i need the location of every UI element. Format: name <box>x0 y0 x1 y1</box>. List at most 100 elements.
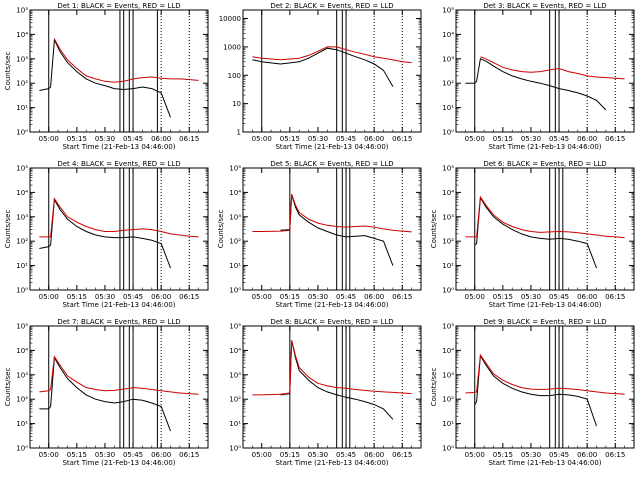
x-axis-label: Start Time (21-Feb-13 04:46:00) <box>488 143 601 151</box>
y-tick-label: 10⁰ <box>16 129 28 137</box>
y-tick-label: 10¹ <box>16 420 28 428</box>
detector-panel-8: 10⁰ 10¹ 10² 10³ 10⁴ 10⁵ 05:00 05:15 05:30 05:45 06… <box>229 318 422 467</box>
y-tick-label: 10⁵ <box>16 7 28 15</box>
panel-title: Det 2: BLACK = Events, RED = LLD <box>270 2 393 10</box>
x-axis-label: Start Time (21-Feb-13 04:46:00) <box>62 459 175 467</box>
x-tick-label: 05:30 <box>308 451 328 459</box>
y-tick-label: 100 <box>228 72 241 80</box>
series-line-events <box>252 47 394 87</box>
x-axis-label: Start Time (21-Feb-13 04:46:00) <box>488 301 601 309</box>
series-line-lld <box>252 340 412 396</box>
series-line-lld <box>252 46 412 64</box>
detector-panel-9: 10⁰ 10¹ 10² 10³ 10⁴ 10⁵ 05:00 05:15 05:30 05:45 06… <box>430 318 635 467</box>
y-tick-label: 10⁵ <box>229 323 241 331</box>
x-tick-label: 06:00 <box>577 293 597 301</box>
x-axis-label: Start Time (21-Feb-13 04:46:00) <box>275 459 388 467</box>
plot-frame <box>455 325 635 449</box>
series-line-events <box>465 58 607 111</box>
y-tick-label: 10⁰ <box>442 129 454 137</box>
detector-panel-1: 10⁰ 10¹ 10² 10³ 10⁴ 10⁵ 05:00 05:15 05:30 05:45 06… <box>4 2 209 151</box>
x-tick-label: 05:15 <box>493 293 513 301</box>
panel-title: Det 3: BLACK = Events, RED = LLD <box>483 2 606 10</box>
plot-frame <box>29 167 209 291</box>
y-tick-label: 10⁴ <box>16 347 28 355</box>
x-tick-label: 06:00 <box>577 135 597 143</box>
x-tick-label: 05:30 <box>308 293 328 301</box>
panel-title: Det 6: BLACK = Events, RED = LLD <box>483 160 606 168</box>
x-tick-label: 05:15 <box>67 135 87 143</box>
x-tick-label: 05:45 <box>123 135 143 143</box>
panel-title: Det 5: BLACK = Events, RED = LLD <box>270 160 393 168</box>
x-tick-label: 06:15 <box>179 451 199 459</box>
x-tick-label: 05:00 <box>39 135 59 143</box>
y-tick-label: 10² <box>442 396 454 404</box>
x-tick-label: 05:15 <box>280 293 300 301</box>
y-tick-label: 10¹ <box>229 262 241 270</box>
plot-frame <box>242 9 422 133</box>
y-tick-label: 10¹ <box>442 262 454 270</box>
plot-frame <box>29 325 209 449</box>
x-tick-label: 06:00 <box>364 451 384 459</box>
plot-frame <box>29 9 209 133</box>
y-tick-label: 10² <box>16 396 28 404</box>
y-axis-label: Counts/sec <box>430 210 438 249</box>
detector-panel-2: 1 10 100 1000 10000 05:00 05:15 05:30 05:45 06:00… <box>219 2 422 151</box>
x-tick-label: 06:15 <box>605 451 625 459</box>
y-tick-label: 10⁰ <box>229 287 241 295</box>
x-tick-label: 05:15 <box>67 451 87 459</box>
x-tick-label: 05:30 <box>95 135 115 143</box>
x-tick-label: 05:15 <box>493 135 513 143</box>
x-axis-label: Start Time (21-Feb-13 04:46:00) <box>62 301 175 309</box>
y-tick-label: 10⁴ <box>229 189 241 197</box>
y-tick-label: 10² <box>16 80 28 88</box>
y-tick-label: 10⁵ <box>442 323 454 331</box>
x-tick-label: 05:45 <box>336 135 356 143</box>
x-tick-label: 05:45 <box>336 451 356 459</box>
x-axis-label: Start Time (21-Feb-13 04:46:00) <box>488 459 601 467</box>
x-tick-label: 05:00 <box>252 451 272 459</box>
y-axis-label: Counts/sec <box>4 52 12 91</box>
y-tick-label: 10⁰ <box>442 445 454 453</box>
series-line-lld <box>39 355 199 395</box>
y-tick-label: 10⁴ <box>229 347 241 355</box>
series-line-events <box>474 354 597 427</box>
x-tick-label: 05:15 <box>67 293 87 301</box>
y-tick-label: 1 <box>237 129 241 137</box>
panel-title: Det 9: BLACK = Events, RED = LLD <box>483 318 606 326</box>
x-tick-label: 05:45 <box>549 293 569 301</box>
x-tick-label: 05:00 <box>252 293 272 301</box>
x-tick-label: 05:15 <box>280 135 300 143</box>
y-tick-label: 10³ <box>16 371 28 379</box>
y-tick-label: 10² <box>229 238 241 246</box>
series-line-events <box>39 356 171 432</box>
panel-title: Det 8: BLACK = Events, RED = LLD <box>270 318 393 326</box>
x-tick-label: 06:00 <box>577 451 597 459</box>
y-tick-label: 10³ <box>442 371 454 379</box>
x-axis-label: Start Time (21-Feb-13 04:46:00) <box>275 143 388 151</box>
series-line-lld <box>252 193 412 233</box>
x-tick-label: 06:00 <box>151 293 171 301</box>
x-tick-label: 06:00 <box>151 135 171 143</box>
y-tick-label: 10³ <box>16 55 28 63</box>
y-tick-label: 10³ <box>16 213 28 221</box>
series-line-lld <box>39 197 199 238</box>
x-axis-label: Start Time (21-Feb-13 04:46:00) <box>62 143 175 151</box>
y-tick-label: 10³ <box>229 371 241 379</box>
series-line-events <box>474 196 597 269</box>
y-tick-label: 10¹ <box>16 262 28 270</box>
x-tick-label: 05:30 <box>95 293 115 301</box>
x-tick-label: 05:30 <box>521 293 541 301</box>
plot-frame <box>455 167 635 291</box>
y-tick-label: 10¹ <box>442 420 454 428</box>
x-tick-label: 05:30 <box>521 135 541 143</box>
plot-frame <box>242 325 422 449</box>
x-tick-label: 05:45 <box>549 451 569 459</box>
x-tick-label: 05:00 <box>465 135 485 143</box>
x-tick-label: 05:45 <box>123 293 143 301</box>
x-tick-label: 06:15 <box>605 293 625 301</box>
y-tick-label: 10² <box>442 238 454 246</box>
x-tick-label: 06:00 <box>364 135 384 143</box>
x-tick-label: 06:15 <box>179 293 199 301</box>
x-tick-label: 06:15 <box>392 451 412 459</box>
x-tick-label: 05:15 <box>493 451 513 459</box>
